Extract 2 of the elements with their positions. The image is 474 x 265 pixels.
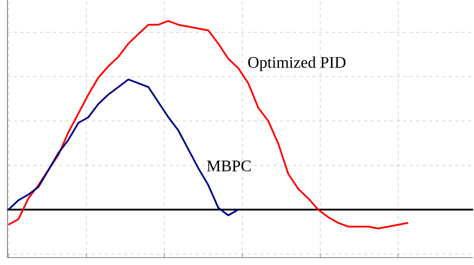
series-label: MBPC [206, 160, 251, 172]
series-label: Optimized PID [248, 56, 346, 72]
